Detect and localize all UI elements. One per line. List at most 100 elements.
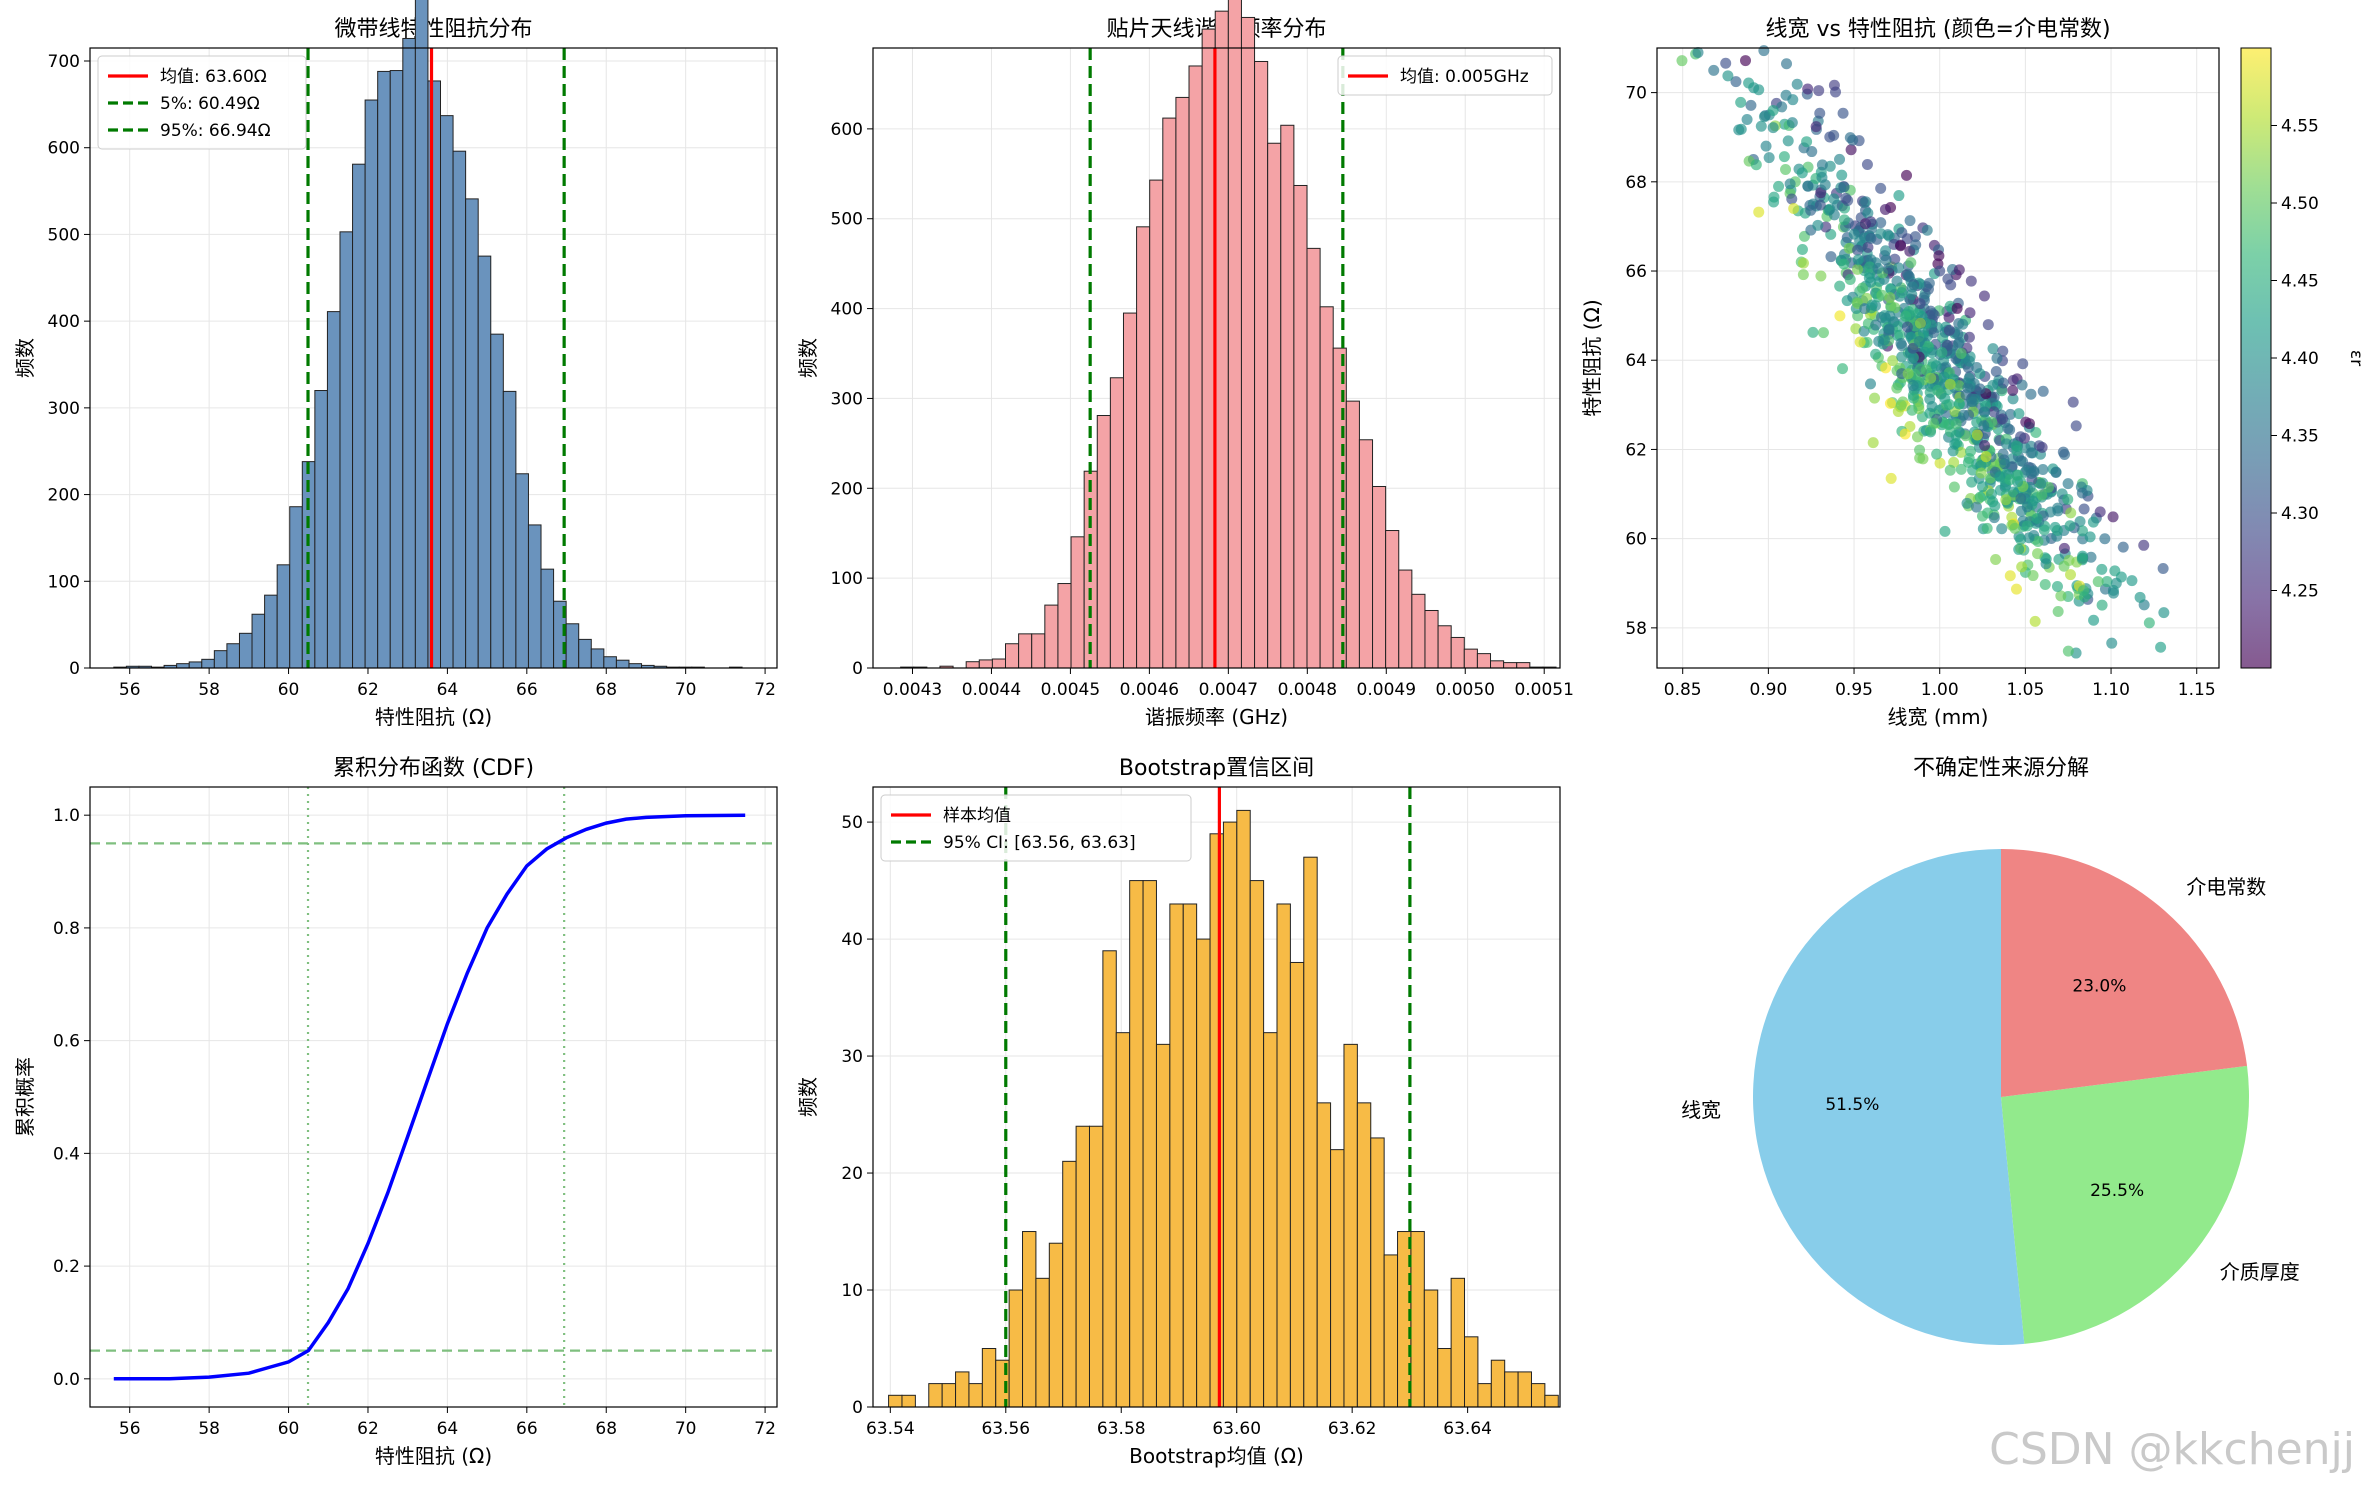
histogram-bar — [1503, 662, 1518, 669]
colorbar-label: εr — [2346, 350, 2366, 366]
scatter-point — [1905, 257, 1917, 269]
scatter-point — [2025, 388, 2037, 400]
histogram-bar — [1330, 1149, 1345, 1408]
scatter-point — [1814, 107, 1826, 119]
scatter-point — [1885, 472, 1897, 484]
x-tick-label: 63.60 — [1212, 1419, 1261, 1439]
legend-label: 均值: 63.60Ω — [160, 67, 267, 87]
scatter-point — [1978, 290, 1990, 302]
scatter-point — [2017, 358, 2029, 370]
scatter-point — [1965, 275, 1977, 287]
y-axis-label: 特性阻抗 (Ω) — [1580, 299, 1604, 416]
x-tick-label: 0.0049 — [1357, 680, 1416, 700]
x-tick-label: 0.0050 — [1435, 680, 1494, 700]
scatter-point — [1991, 352, 2003, 364]
histogram-bar — [1005, 643, 1020, 669]
histogram-bar — [1122, 312, 1138, 669]
scatter-point — [2016, 379, 2028, 391]
scatter-point — [1797, 257, 1809, 269]
scatter-point — [1838, 258, 1850, 270]
scatter-point — [1987, 379, 1999, 391]
histogram-bar — [1162, 117, 1177, 669]
scatter-point — [2015, 431, 2027, 443]
y-tick-label: 100 — [831, 569, 863, 589]
scatter-point — [2052, 605, 2064, 617]
scatter-point — [2143, 617, 2155, 629]
scatter-point — [2023, 532, 2035, 544]
histogram-bar — [1075, 1125, 1090, 1408]
scatter-point — [1907, 353, 1919, 365]
scatter-point — [1834, 280, 1846, 292]
x-tick-label: 63.54 — [866, 1419, 915, 1439]
scatter-point — [2013, 408, 2025, 420]
scatter-point — [1797, 269, 1809, 281]
scatter-point — [1914, 317, 1926, 329]
x-tick-label: 62 — [357, 1419, 379, 1439]
scatter-point — [1753, 206, 1765, 218]
scatter-point — [1816, 159, 1828, 171]
scatter-point — [1866, 299, 1878, 311]
scatter-point — [2027, 495, 2039, 507]
x-tick-label: 63.58 — [1097, 1419, 1146, 1439]
scatter-point — [1869, 392, 1881, 404]
scatter-point — [1840, 192, 1852, 204]
x-tick-label: 70 — [675, 1419, 697, 1439]
scatter-point — [1750, 159, 1762, 171]
histogram-bar — [515, 473, 529, 669]
histogram-bar — [1214, 10, 1229, 669]
histogram-bar — [1450, 1277, 1466, 1408]
histogram-bar — [1149, 179, 1164, 669]
scatter-point — [1802, 180, 1814, 192]
y-tick-label: 400 — [831, 300, 863, 320]
scatter-point — [1825, 251, 1837, 263]
histogram-bar — [978, 659, 993, 669]
scatter-point — [1895, 337, 1907, 349]
scatter-point — [2106, 637, 2118, 649]
scatter-point — [1963, 355, 1975, 367]
y-tick-label: 0 — [852, 659, 863, 679]
histogram-bar — [1303, 856, 1318, 1408]
x-tick-label: 68 — [595, 1419, 617, 1439]
scatter-point — [1843, 242, 1855, 254]
scatter-point — [2094, 506, 2106, 518]
scatter-point — [1887, 355, 1899, 367]
scatter-point — [2099, 533, 2111, 545]
scatter-point — [2076, 487, 2088, 499]
x-axis-label: 特性阻抗 (Ω) — [375, 705, 492, 729]
x-tick-label: 58 — [198, 680, 220, 700]
scatter-point — [2052, 505, 2064, 517]
scatter-point — [1893, 190, 1905, 202]
histogram-bar — [452, 150, 467, 669]
histogram-bar — [201, 658, 215, 669]
histogram-bar — [1411, 593, 1426, 669]
scatter-point — [1773, 180, 1785, 192]
chart-title: 累积分布函数 (CDF) — [333, 756, 534, 781]
histogram-bar — [941, 1383, 957, 1408]
x-tick-label: 72 — [754, 1419, 776, 1439]
scatter-point — [1895, 240, 1907, 252]
scatter-point — [1851, 263, 1863, 275]
y-tick-label: 100 — [48, 572, 80, 592]
histogram-bar — [1155, 1043, 1171, 1408]
watermark: CSDN @kkchenjj — [1989, 1424, 2355, 1475]
y-tick-label: 700 — [48, 52, 80, 72]
y-tick-label: 10 — [841, 1281, 863, 1301]
scatter-point — [2015, 533, 2027, 545]
scatter-point — [1970, 501, 1982, 513]
scatter-point — [1958, 409, 1970, 421]
scatter-point — [2062, 478, 2074, 490]
scatter-point — [1996, 413, 2008, 425]
scatter-point — [1894, 329, 1906, 341]
scatter-point — [2064, 520, 2076, 532]
histogram-bar — [991, 658, 1007, 669]
histogram-bar — [1437, 625, 1452, 669]
y-tick-label: 50 — [841, 813, 863, 833]
y-tick-label: 0.2 — [53, 1257, 80, 1277]
x-tick-label: 0.0044 — [962, 680, 1021, 700]
histogram-bar — [1070, 536, 1085, 669]
histogram-bar — [1517, 1371, 1532, 1408]
y-tick-label: 400 — [48, 312, 80, 332]
scatter-point — [1918, 327, 1930, 339]
scatter-point — [1934, 265, 1946, 277]
